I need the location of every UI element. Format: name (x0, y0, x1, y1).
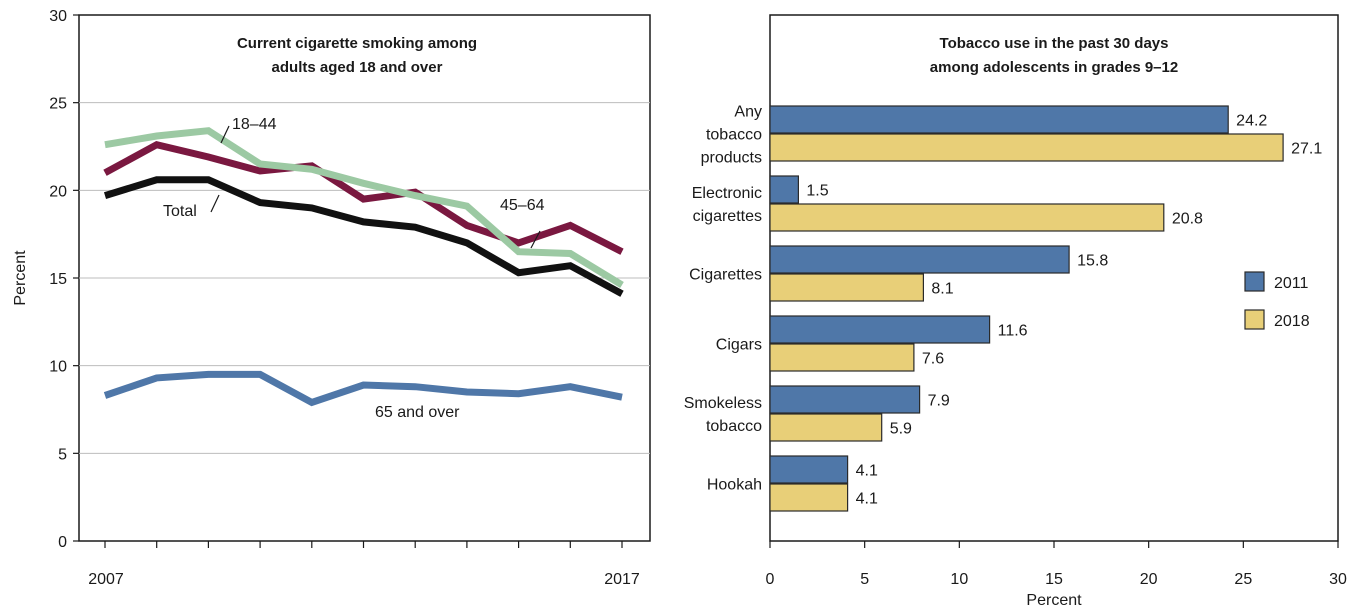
y-tick-label: 25 (49, 96, 67, 113)
bar (769, 455, 849, 484)
line-chart-panel: 0 5 10 15 20 25 30 2007 2017 Current cigarette … (12, 8, 651, 588)
line-chart-gridlines (79, 102, 650, 454)
bar-value-label: 8.1 (931, 281, 953, 298)
category-label: products (701, 150, 762, 167)
y-tick-label: 30 (49, 8, 67, 25)
legend-label: 2011 (1274, 275, 1309, 292)
series-label: Total (163, 203, 197, 220)
y-tick-label: 10 (49, 359, 67, 376)
x-tick-label: 15 (1045, 571, 1063, 588)
series-label: 45–64 (500, 197, 545, 214)
line-chart-title-line-2: adults aged 18 and over (272, 59, 443, 76)
category-label: tobacco (706, 127, 762, 144)
bar (769, 245, 1070, 274)
bar (769, 343, 915, 372)
line-chart-x-ticks: 2007 2017 (88, 541, 640, 588)
series-line (103, 370, 623, 407)
bar (769, 315, 991, 344)
bar (769, 385, 921, 414)
bar (769, 273, 924, 302)
x-tick-label: 2007 (88, 571, 124, 588)
series-line (104, 127, 624, 288)
bar (769, 133, 1284, 162)
series-label: 18–44 (232, 116, 277, 133)
series-label: 65 and over (375, 404, 460, 421)
bar-chart-title-line-1: Tobacco use in the past 30 days (940, 35, 1169, 52)
category-label: Smokeless (684, 395, 762, 412)
bar (769, 483, 849, 512)
bar-chart-x-axis-label: Percent (1026, 592, 1082, 609)
bar-value-label: 4.1 (856, 463, 878, 480)
y-tick-label: 0 (58, 534, 67, 551)
bar-value-label: 11.6 (998, 323, 1028, 340)
category-label: Cigars (716, 337, 762, 354)
series-line (103, 140, 624, 255)
category-label: cigarettes (693, 208, 762, 225)
bar (769, 105, 1229, 134)
bar-chart-bars: 24.2 27.1 1.5 20.8 15.8 8.1 11.6 7.6 7.9 5.9 4.1 4.… (769, 105, 1322, 512)
category-label: tobacco (706, 418, 762, 435)
bar-value-label: 20.8 (1172, 211, 1203, 228)
bar-value-label: 1.5 (806, 183, 828, 200)
legend-swatch (1244, 271, 1265, 292)
x-tick-label: 0 (766, 571, 775, 588)
bar-value-label: 4.1 (856, 491, 878, 508)
bar-chart-category-labels: Any tobacco products Electronic cigarettes Ci… (684, 104, 762, 494)
bar-chart-legend: 2011 2018 (1244, 271, 1310, 330)
line-chart-series-labels: 65 and over Total 45–64 18–44 (163, 116, 545, 421)
bar-chart-panel: 0 5 10 15 20 25 30 24.2 27.1 1.5 20.8 15.8 8.1 11.6 7… (684, 14, 1347, 609)
line-chart-series (103, 127, 624, 407)
y-tick-label: 5 (58, 446, 67, 463)
x-tick-label: 30 (1329, 571, 1347, 588)
series-label-leader (210, 194, 220, 213)
x-tick-label: 25 (1234, 571, 1252, 588)
y-tick-label: 20 (49, 183, 67, 200)
category-label: Cigarettes (689, 267, 762, 284)
bar (769, 413, 883, 442)
bar-chart-frame (769, 14, 1339, 542)
bar-value-label: 5.9 (890, 421, 912, 438)
x-tick-label: 2017 (604, 571, 640, 588)
series-label-leader (220, 125, 230, 144)
bar-value-label: 7.6 (922, 351, 944, 368)
bar-chart-x-ticks: 0 5 10 15 20 25 30 (766, 541, 1347, 588)
x-tick-label: 5 (860, 571, 869, 588)
bar (769, 203, 1165, 232)
line-chart-title-line-1: Current cigarette smoking among (237, 35, 477, 52)
line-chart-y-axis-label: Percent (12, 250, 29, 306)
bar (769, 175, 799, 204)
bar-value-label: 7.9 (928, 393, 950, 410)
bar-chart-title-line-2: among adolescents in grades 9–12 (930, 59, 1178, 76)
bar-value-label: 27.1 (1291, 141, 1322, 158)
bar-value-label: 15.8 (1077, 253, 1108, 270)
category-label: Hookah (707, 477, 762, 494)
x-tick-label: 20 (1140, 571, 1158, 588)
legend-label: 2018 (1274, 313, 1310, 330)
bar-value-label: 24.2 (1236, 113, 1267, 130)
series-label-leader (530, 230, 541, 249)
category-label: Electronic (692, 185, 762, 202)
y-tick-label: 15 (49, 271, 67, 288)
series-line (103, 176, 624, 297)
legend-swatch (1244, 309, 1265, 330)
x-tick-label: 10 (950, 571, 968, 588)
line-chart-y-ticks: 0 5 10 15 20 25 30 (49, 8, 79, 551)
category-label: Any (734, 104, 762, 121)
